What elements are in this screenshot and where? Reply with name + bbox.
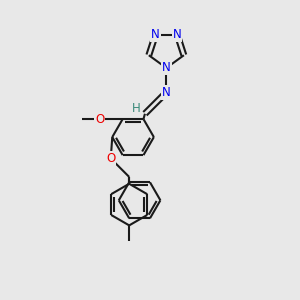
Text: O: O xyxy=(106,152,116,165)
Text: N: N xyxy=(162,86,171,99)
Text: H: H xyxy=(132,102,141,115)
Text: N: N xyxy=(151,28,160,41)
Text: N: N xyxy=(162,61,171,74)
Text: N: N xyxy=(173,28,182,41)
Text: O: O xyxy=(95,112,104,126)
